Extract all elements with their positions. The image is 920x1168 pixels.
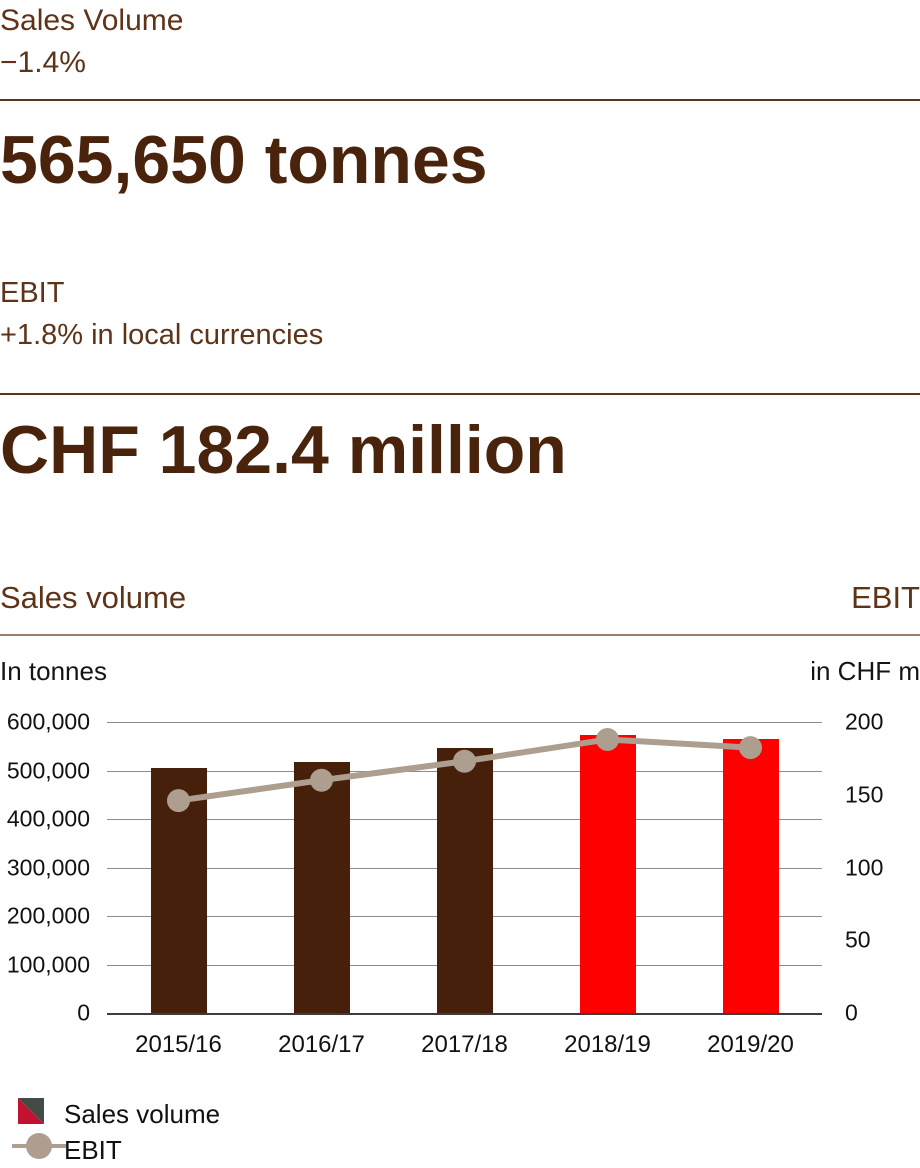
ebit-kicker: EBIT +1.8% in local currencies (0, 272, 323, 356)
right-axis-unit-label: in CHF m (810, 656, 920, 686)
left-axis-tick-label: 600,000 (6, 708, 90, 735)
sales-volume-value: 565,650 tonnes (0, 122, 488, 198)
x-axis-tick-label: 2018/19 (564, 1031, 651, 1058)
ebit-data-point (596, 727, 619, 751)
left-axis-tick-label: 100,000 (6, 951, 90, 977)
sales-volume-kicker: Sales Volume −1.4% (0, 0, 183, 84)
left-axis-unit-label: In tonnes (0, 656, 107, 686)
x-axis-tick-label: 2016/17 (278, 1031, 365, 1058)
sales-volume-bar (293, 761, 350, 1013)
sales-volume-bar (436, 747, 493, 1013)
right-axis-tick-label: 50 (845, 926, 871, 953)
left-axis-tick-label: 300,000 (6, 854, 90, 880)
ebit-data-point (739, 736, 762, 760)
x-axis-tick-label: 2017/18 (421, 1031, 508, 1058)
sales-volume-legend-swatch-icon (18, 1098, 44, 1124)
left-axis-tick-label: 400,000 (6, 805, 90, 832)
legend-label-sales-volume: Sales volume (64, 1099, 221, 1129)
right-axis-tick-label: 100 (845, 854, 884, 880)
chart-title-sales-volume: Sales volume (0, 580, 187, 615)
right-axis-tick-label: 200 (845, 708, 884, 735)
divider (0, 393, 920, 395)
ebit-data-point (453, 749, 476, 773)
chart-title-ebit: EBIT (851, 580, 920, 615)
left-axis-tick-label: 200,000 (6, 902, 90, 929)
sales-volume-bar (722, 738, 779, 1013)
chart-legend: Sales volume EBIT (0, 1092, 920, 1168)
sales-volume-change: −1.4% (0, 46, 86, 79)
ebit-data-point (167, 789, 190, 813)
ebit-change: +1.8% in local currencies (0, 319, 324, 351)
ebit-kicker-label: EBIT (0, 277, 65, 309)
ebit-data-point (310, 768, 333, 792)
sales-volume-bar (579, 735, 636, 1013)
sales-volume-ebit-chart: 600,000 500,000 400,000 300,000 200,000 100,0… (0, 700, 920, 1070)
right-axis-tick-label: 150 (845, 781, 884, 808)
divider (0, 99, 920, 101)
x-axis-tick-label: 2015/16 (135, 1031, 222, 1058)
right-axis-tick-label: 0 (845, 999, 858, 1026)
left-axis-tick-label: 500,000 (6, 757, 90, 783)
legend-label-ebit: EBIT (64, 1135, 122, 1165)
divider (0, 634, 920, 636)
ebit-value: CHF 182.4 million (0, 412, 567, 488)
x-axis-baseline (107, 1013, 822, 1015)
ebit-line-layer (167, 727, 762, 813)
sales-volume-kicker-label: Sales Volume (0, 4, 184, 37)
x-axis-tick-label: 2019/20 (707, 1031, 794, 1058)
ebit-legend-marker-icon (12, 1133, 66, 1159)
left-axis-tick-label: 0 (77, 999, 90, 1026)
gridline (107, 722, 822, 723)
